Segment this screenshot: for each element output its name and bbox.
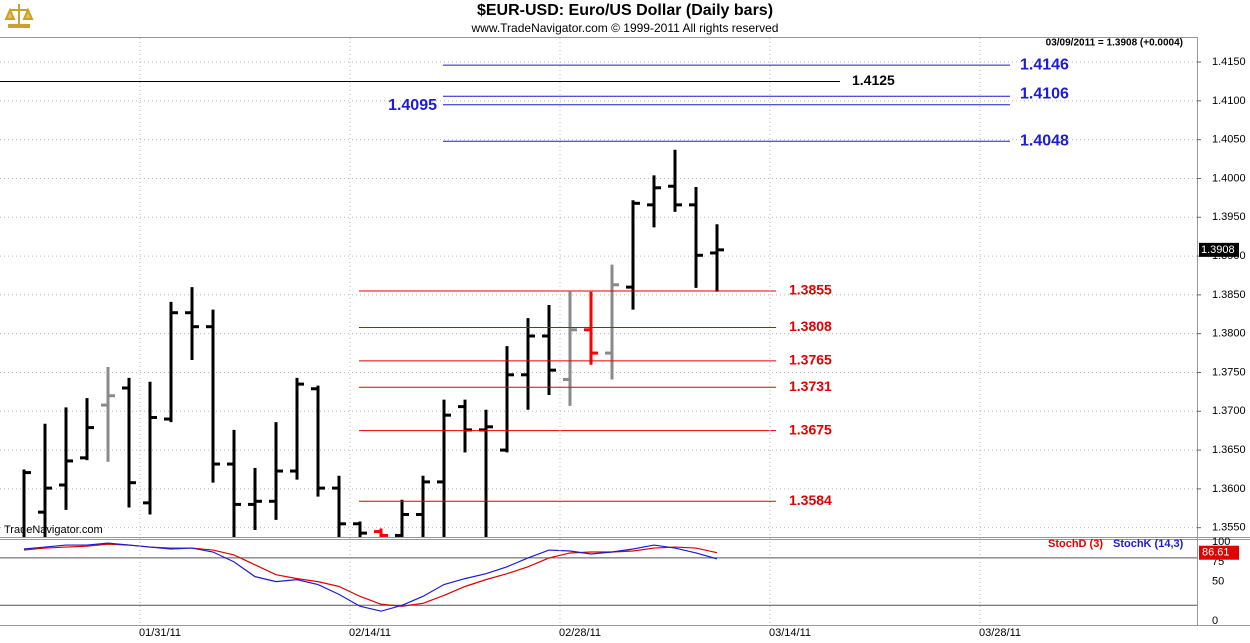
level-label: 1.4146 — [1020, 56, 1069, 73]
x-tick-label: 01/31/11 — [139, 627, 181, 639]
legend-label: StochD (3) — [1048, 538, 1103, 550]
logo — [4, 4, 34, 28]
legend-label: StochK (14,3) — [1113, 538, 1184, 550]
watermark: TradeNavigator.com — [4, 524, 103, 536]
level-label: 1.3731 — [789, 378, 832, 394]
y-tick-label: 1.4100 — [1212, 95, 1246, 107]
y-tick-label: 1.4000 — [1212, 172, 1246, 184]
y-tick-label: 1.3650 — [1212, 444, 1246, 456]
price-panel — [0, 61, 1197, 537]
level-label: 1.3765 — [789, 352, 832, 368]
level-label: 1.3808 — [789, 318, 832, 334]
overlay: 1.3550 1.3600 1.3650 1.3700 1.3750 1.3800 1.38… — [139, 38, 1246, 639]
y-tick-label: 1.4050 — [1212, 134, 1246, 146]
y-tick-label: 1.3600 — [1212, 483, 1246, 495]
y-tick-label: 1.3550 — [1212, 522, 1246, 534]
x-tick-label: 03/14/11 — [769, 627, 811, 639]
y-tick-label: 1.4150 — [1212, 56, 1246, 68]
level-label: 1.3675 — [789, 421, 832, 437]
level-label: 1.4048 — [1020, 132, 1069, 149]
y-tick-label: 1.3750 — [1212, 366, 1246, 378]
chart-title: $EUR-USD: Euro/US Dollar (Daily bars) — [477, 2, 773, 19]
y-tick-label: 100 — [1212, 536, 1230, 548]
y-tick-label: 0 — [1212, 615, 1218, 627]
level-label: 1.3855 — [789, 282, 832, 298]
level-label: 1.4125 — [852, 72, 895, 88]
price-info: 03/09/2011 = 1.3908 (+0.0004) — [1046, 38, 1183, 49]
level-label: 1.4106 — [1020, 85, 1069, 102]
x-tick-label: 03/28/11 — [979, 627, 1021, 639]
last-value-box — [1199, 242, 1239, 257]
last-value-box — [1199, 545, 1239, 560]
last-value-label: 86.61 — [1202, 547, 1230, 559]
x-tick-label: 02/14/11 — [349, 627, 391, 639]
subtitle: www.TradeNavigator.com © 1999-2011 All r… — [471, 21, 779, 35]
level-label: 1.4095 — [388, 97, 437, 114]
y-tick-label: 50 — [1212, 576, 1224, 588]
level-label: 1.3584 — [789, 492, 832, 508]
y-tick-label: 1.3950 — [1212, 211, 1246, 223]
y-tick-label: 1.3700 — [1212, 405, 1246, 417]
y-tick-label: 1.3850 — [1212, 289, 1246, 301]
last-value-label: 1.3908 — [1201, 244, 1235, 256]
x-tick-label: 02/28/11 — [559, 627, 601, 639]
y-tick-label: 1.3800 — [1212, 328, 1246, 340]
